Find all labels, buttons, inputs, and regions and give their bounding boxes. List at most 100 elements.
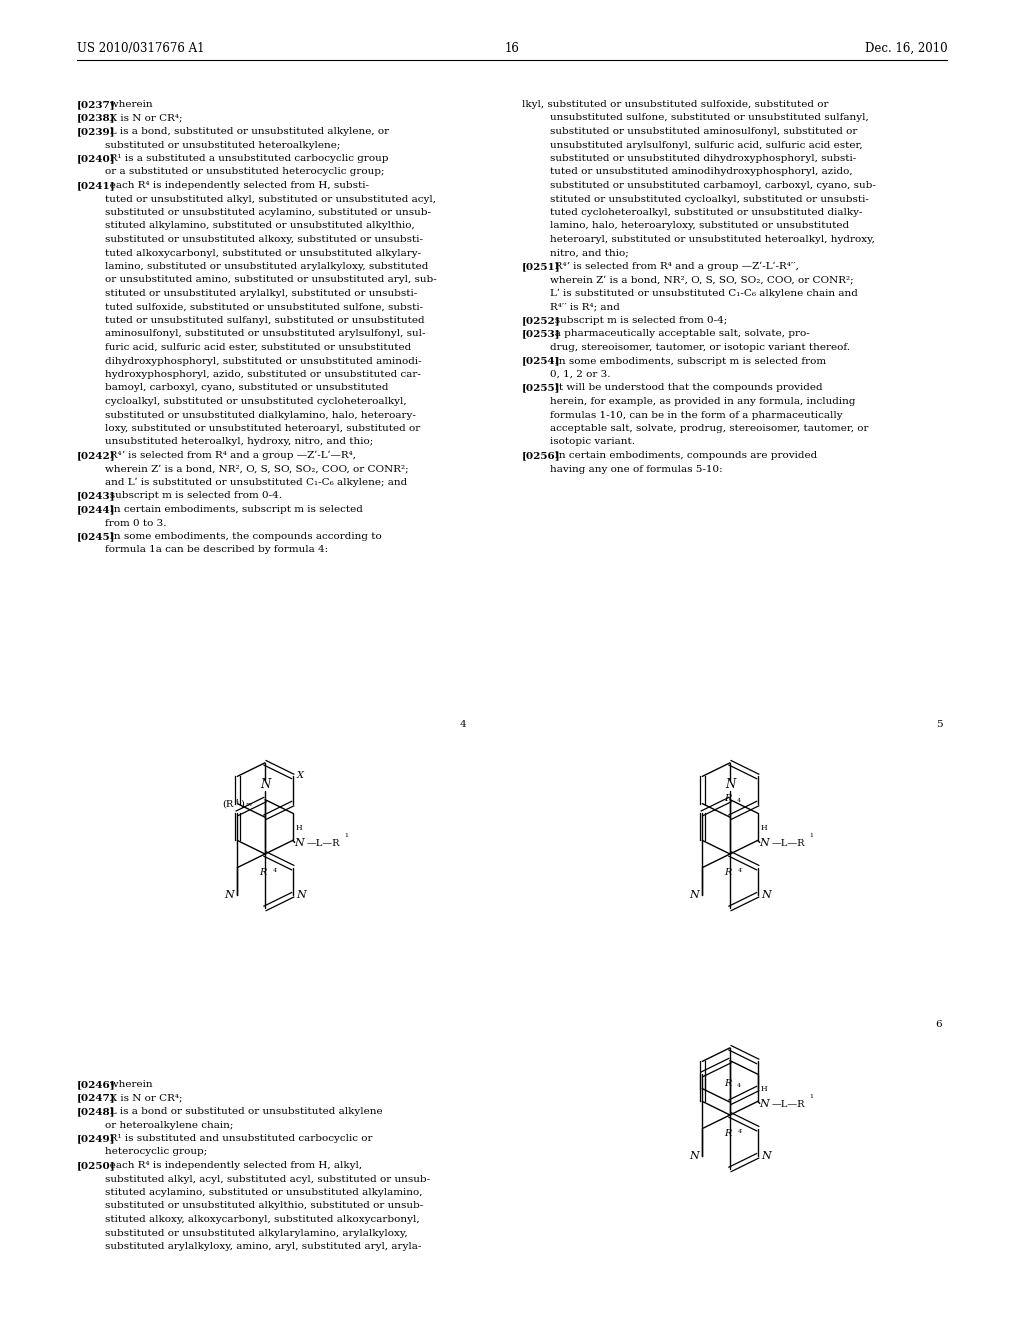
Text: subscript m is selected from 0-4.: subscript m is selected from 0-4. (99, 491, 282, 500)
Text: N: N (725, 779, 735, 791)
Text: unsubstituted sulfone, substituted or unsubstituted sulfanyl,: unsubstituted sulfone, substituted or un… (550, 114, 869, 123)
Text: hydroxyphosphoryl, azido, substituted or unsubstituted car-: hydroxyphosphoryl, azido, substituted or… (104, 370, 421, 379)
Text: loxy, substituted or unsubstituted heteroaryl, substituted or: loxy, substituted or unsubstituted heter… (104, 424, 420, 433)
Text: heteroaryl, substituted or unsubstituted heteroalkyl, hydroxy,: heteroaryl, substituted or unsubstituted… (550, 235, 874, 244)
Text: —L—R: —L—R (307, 840, 340, 847)
Text: aminosulfonyl, substituted or unsubstituted arylsulfonyl, sul-: aminosulfonyl, substituted or unsubstitu… (104, 330, 425, 338)
Text: a pharmaceutically acceptable salt, solvate, pro-: a pharmaceutically acceptable salt, solv… (545, 330, 810, 338)
Text: Lʹ is substituted or unsubstituted C₁-C₆ alkylene chain and: Lʹ is substituted or unsubstituted C₁-C₆… (550, 289, 858, 298)
Text: [0243]: [0243] (77, 491, 116, 500)
Text: [0240]: [0240] (77, 154, 116, 162)
Text: L is a bond or substituted or unsubstituted alkylene: L is a bond or substituted or unsubstitu… (99, 1107, 382, 1115)
Text: 6: 6 (936, 1020, 942, 1030)
Text: [0250]: [0250] (77, 1162, 116, 1170)
Text: tuted sulfoxide, substituted or unsubstituted sulfone, substi-: tuted sulfoxide, substituted or unsubsti… (104, 302, 423, 312)
Text: lkyl, substituted or unsubstituted sulfoxide, substituted or: lkyl, substituted or unsubstituted sulfo… (522, 100, 828, 110)
Text: X is N or CR⁴;: X is N or CR⁴; (99, 114, 182, 123)
Text: stituted or unsubstituted arylalkyl, substituted or unsubsti-: stituted or unsubstituted arylalkyl, sub… (104, 289, 417, 298)
Text: R: R (259, 869, 266, 876)
Text: furic acid, sulfuric acid ester, substituted or unsubstituted: furic acid, sulfuric acid ester, substit… (104, 343, 411, 352)
Text: 16: 16 (505, 42, 519, 55)
Text: [0255]: [0255] (522, 384, 560, 392)
Text: substituted or unsubstituted acylamino, substituted or unsub-: substituted or unsubstituted acylamino, … (104, 209, 431, 216)
Text: R: R (724, 1080, 732, 1088)
Text: subscript m is selected from 0-4;: subscript m is selected from 0-4; (545, 315, 727, 325)
Text: 0, 1, 2 or 3.: 0, 1, 2 or 3. (550, 370, 610, 379)
Text: [0248]: [0248] (77, 1107, 116, 1115)
Text: [0239]: [0239] (77, 127, 116, 136)
Text: stituted or unsubstituted cycloalkyl, substituted or unsubsti-: stituted or unsubstituted cycloalkyl, su… (550, 194, 869, 203)
Text: H: H (761, 1085, 767, 1093)
Text: substituted or unsubstituted dihydroxyphosphoryl, substi-: substituted or unsubstituted dihydroxyph… (550, 154, 856, 162)
Text: unsubstituted arylsulfonyl, sulfuric acid, sulfuric acid ester,: unsubstituted arylsulfonyl, sulfuric aci… (550, 140, 863, 149)
Text: 1: 1 (345, 833, 349, 838)
Text: H: H (295, 825, 302, 833)
Text: X: X (297, 771, 304, 780)
Text: from 0 to 3.: from 0 to 3. (104, 519, 166, 528)
Text: bamoyl, carboxyl, cyano, substituted or unsubstituted: bamoyl, carboxyl, cyano, substituted or … (104, 384, 388, 392)
Text: substituted alkyl, acyl, substituted acyl, substituted or unsub-: substituted alkyl, acyl, substituted acy… (104, 1175, 430, 1184)
Text: US 2010/0317676 A1: US 2010/0317676 A1 (77, 42, 205, 55)
Text: substituted or unsubstituted alkoxy, substituted or unsubsti-: substituted or unsubstituted alkoxy, sub… (104, 235, 423, 244)
Text: In certain embodiments, subscript m is selected: In certain embodiments, subscript m is s… (99, 506, 362, 513)
Text: [0244]: [0244] (77, 506, 116, 513)
Text: stituted acylamino, substituted or unsubstituted alkylamino,: stituted acylamino, substituted or unsub… (104, 1188, 422, 1197)
Text: isotopic variant.: isotopic variant. (550, 437, 635, 446)
Text: wherein Zʹ is a bond, NR², O, S, SO, SO₂, COO, or CONR²;: wherein Zʹ is a bond, NR², O, S, SO, SO₂… (550, 276, 854, 285)
Text: N: N (759, 1100, 769, 1109)
Text: 4′: 4′ (738, 869, 743, 873)
Text: R¹ is substituted and unsubstituted carbocyclic or: R¹ is substituted and unsubstituted carb… (99, 1134, 372, 1143)
Text: N: N (294, 838, 303, 849)
Text: In some embodiments, subscript m is selected from: In some embodiments, subscript m is sele… (545, 356, 826, 366)
Text: —L—R: —L—R (772, 1100, 805, 1109)
Text: R: R (724, 1129, 732, 1138)
Text: substituted or unsubstituted alkylthio, substituted or unsub-: substituted or unsubstituted alkylthio, … (104, 1201, 423, 1210)
Text: It will be understood that the compounds provided: It will be understood that the compounds… (545, 384, 822, 392)
Text: 4′: 4′ (738, 1129, 743, 1134)
Text: In some embodiments, the compounds according to: In some embodiments, the compounds accor… (99, 532, 381, 541)
Text: [0247]: [0247] (77, 1093, 116, 1102)
Text: lamino, substituted or unsubstituted arylalkyloxy, substituted: lamino, substituted or unsubstituted ary… (104, 261, 428, 271)
Text: formulas 1-10, can be in the form of a pharmaceutically: formulas 1-10, can be in the form of a p… (550, 411, 843, 420)
Text: unsubstituted heteroalkyl, hydroxy, nitro, and thio;: unsubstituted heteroalkyl, hydroxy, nitr… (104, 437, 373, 446)
Text: having any one of formulas 5-10:: having any one of formulas 5-10: (550, 465, 723, 474)
Text: substituted or unsubstituted carbamoyl, carboxyl, cyano, sub-: substituted or unsubstituted carbamoyl, … (550, 181, 876, 190)
Text: R¹ is a substituted a unsubstituted carbocyclic group: R¹ is a substituted a unsubstituted carb… (99, 154, 388, 162)
Text: lamino, halo, heteroaryloxy, substituted or unsubstituted: lamino, halo, heteroaryloxy, substituted… (550, 222, 849, 231)
Text: [0253]: [0253] (522, 330, 560, 338)
Text: tuted or unsubstituted sulfanyl, substituted or unsubstituted: tuted or unsubstituted sulfanyl, substit… (104, 315, 424, 325)
Text: 4: 4 (737, 799, 741, 803)
Text: dihydroxyphosphoryl, substituted or unsubstituted aminodi-: dihydroxyphosphoryl, substituted or unsu… (104, 356, 422, 366)
Text: X is N or CR⁴;: X is N or CR⁴; (99, 1093, 182, 1102)
Text: [0249]: [0249] (77, 1134, 116, 1143)
Text: [0252]: [0252] (522, 315, 561, 325)
Text: tuted or unsubstituted aminodihydroxyphosphoryl, azido,: tuted or unsubstituted aminodihydroxypho… (550, 168, 853, 177)
Text: N: N (761, 890, 771, 900)
Text: 1: 1 (810, 1094, 814, 1100)
Text: [0242]: [0242] (77, 451, 116, 459)
Text: N: N (224, 890, 234, 900)
Text: [0238]: [0238] (77, 114, 116, 123)
Text: nitro, and thio;: nitro, and thio; (550, 248, 629, 257)
Text: N: N (260, 779, 270, 791)
Text: 1: 1 (810, 833, 814, 838)
Text: 4′: 4′ (273, 869, 279, 873)
Text: [0246]: [0246] (77, 1080, 116, 1089)
Text: tuted or unsubstituted alkyl, substituted or unsubstituted acyl,: tuted or unsubstituted alkyl, substitute… (104, 194, 436, 203)
Text: [0254]: [0254] (522, 356, 560, 366)
Text: substituted or unsubstituted aminosulfonyl, substituted or: substituted or unsubstituted aminosulfon… (550, 127, 857, 136)
Text: heterocyclic group;: heterocyclic group; (104, 1147, 207, 1156)
Text: 5: 5 (936, 719, 942, 729)
Text: (R: (R (222, 799, 233, 808)
Text: each R⁴ is independently selected from H, alkyl,: each R⁴ is independently selected from H… (99, 1162, 361, 1170)
Text: N: N (689, 1151, 699, 1160)
Text: cycloalkyl, substituted or unsubstituted cycloheteroalkyl,: cycloalkyl, substituted or unsubstituted… (104, 397, 407, 407)
Text: [0241]: [0241] (77, 181, 116, 190)
Text: or unsubstituted amino, substituted or unsubstituted aryl, sub-: or unsubstituted amino, substituted or u… (104, 276, 436, 285)
Text: Dec. 16, 2010: Dec. 16, 2010 (864, 42, 947, 55)
Text: N: N (296, 890, 305, 900)
Text: In certain embodiments, compounds are provided: In certain embodiments, compounds are pr… (545, 451, 817, 459)
Text: stituted alkoxy, alkoxycarbonyl, substituted alkoxycarbonyl,: stituted alkoxy, alkoxycarbonyl, substit… (104, 1214, 420, 1224)
Text: tuted cycloheteroalkyl, substituted or unsubstituted dialky-: tuted cycloheteroalkyl, substituted or u… (550, 209, 862, 216)
Text: R: R (724, 795, 732, 803)
